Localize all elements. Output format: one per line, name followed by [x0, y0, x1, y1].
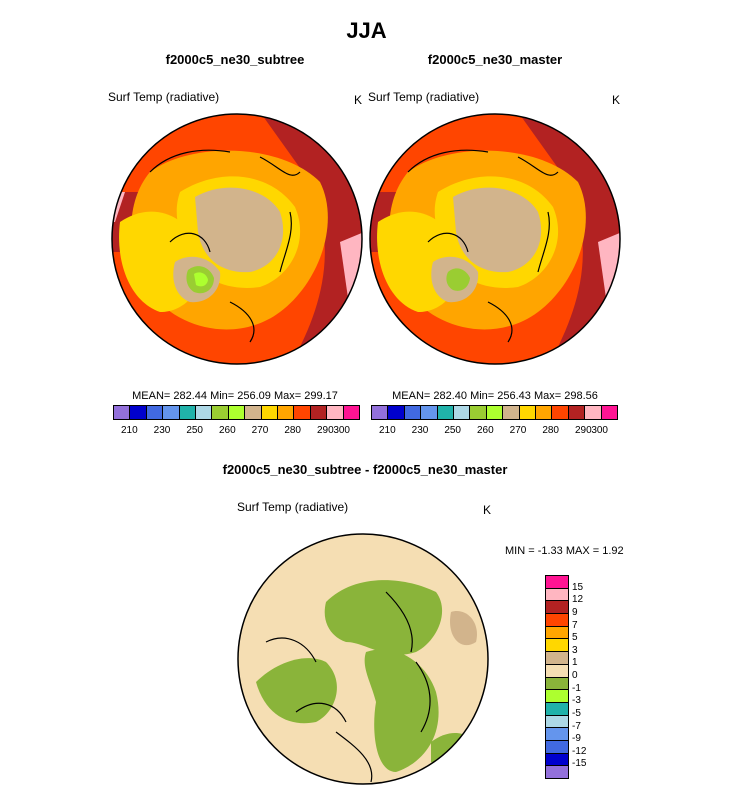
colorbar-tick-label: -1 [572, 682, 581, 694]
colorbar-cell [179, 406, 197, 419]
colorbar-cell [294, 406, 311, 419]
colorbar-tick-label: 260 [218, 425, 236, 436]
stats-diff: MIN = -1.33 MAX = 1.92 [505, 545, 624, 557]
colorbar-cell [546, 601, 568, 615]
colorbar-cell [546, 690, 568, 703]
units-label-subtree: K [354, 93, 363, 107]
colorbar-tick-label: 270 [509, 425, 527, 436]
colorbar-cell [388, 406, 405, 419]
colorbar-ticks-master: 210 230 250 260 270 280 290 300 [371, 425, 616, 439]
colorbar-tick-label: 250 [186, 425, 203, 436]
stats-subtree: MEAN= 282.44 Min= 256.09 Max= 299.17 [132, 390, 338, 402]
colorbar-cell [546, 664, 568, 678]
polar-map-diff [237, 533, 489, 785]
units-label-master: K [612, 93, 621, 107]
colorbar-cell [546, 588, 568, 602]
colorbar-cell [568, 406, 586, 419]
variable-label-subtree: Surf Temp (radiative) [108, 90, 220, 104]
colorbar-cell [404, 406, 422, 419]
colorbar-cell [536, 406, 553, 419]
colorbar-tick-label: -12 [572, 745, 587, 757]
panel-title-master: f2000c5_ne30_master [427, 52, 563, 67]
colorbar-cell [163, 406, 180, 419]
colorbar-tick-label: -3 [572, 695, 581, 707]
stats-master: MEAN= 282.40 Min= 256.43 Max= 298.56 [392, 390, 598, 402]
colorbar-master [371, 405, 618, 420]
colorbar-tick-label: 300 [591, 425, 608, 436]
colorbar-cell [114, 406, 131, 419]
variable-label-master: Surf Temp (radiative) [368, 90, 480, 104]
colorbar-tick-label: 5 [572, 632, 578, 644]
colorbar-cell [546, 677, 568, 691]
colorbar-tick-label: 230 [153, 425, 171, 436]
colorbar-tick-label: -15 [572, 758, 587, 770]
colorbar-cell [212, 406, 229, 419]
colorbar-tick-label: 12 [572, 594, 584, 606]
colorbar-tick-label: 9 [572, 606, 578, 618]
colorbar-cell [421, 406, 438, 419]
colorbar-tick-label: 290 [574, 425, 592, 436]
colorbar-tick-label: 210 [120, 425, 138, 436]
colorbar-cell [196, 406, 213, 419]
colorbar-tick-label: 7 [572, 619, 578, 631]
colorbar-diff [545, 575, 569, 779]
colorbar-cell [546, 576, 568, 589]
colorbar-cell [310, 406, 328, 419]
colorbar-tick-label: 1 [572, 657, 578, 669]
colorbar-cell [546, 639, 568, 653]
colorbar-tick-label: 300 [333, 425, 350, 436]
colorbar-ticks-subtree: 210 230 250 260 270 280 290 300 [113, 425, 358, 439]
colorbar-cell [546, 626, 568, 640]
colorbar-tick-label: 270 [251, 425, 269, 436]
units-label-diff: K [483, 503, 492, 517]
colorbar-ticks-diff: 15 12 9 7 5 3 1 0 -1 -3 -5 -7 -9 -12 -15 [572, 575, 612, 777]
colorbar-cell [372, 406, 389, 419]
colorbar-cell [519, 406, 537, 419]
colorbar-tick-label: 3 [572, 644, 578, 656]
colorbar-cell [546, 753, 568, 767]
page-title: JJA [346, 18, 387, 43]
colorbar-cell [546, 715, 568, 729]
colorbar-cell [585, 406, 602, 419]
colorbar-tick-label: 210 [378, 425, 396, 436]
colorbar-cell [454, 406, 471, 419]
colorbar-subtree [113, 405, 360, 420]
colorbar-tick-label: 260 [476, 425, 494, 436]
colorbar-cell [130, 406, 147, 419]
colorbar-tick-label: 15 [572, 581, 584, 593]
panel-title-diff: f2000c5_ne30_subtree - f2000c5_ne30_mast… [222, 462, 508, 477]
colorbar-cell [278, 406, 295, 419]
panel-title-subtree: f2000c5_ne30_subtree [165, 52, 305, 67]
colorbar-cell [546, 766, 568, 778]
colorbar-cell [261, 406, 279, 419]
colorbar-tick-label: -7 [572, 720, 581, 732]
variable-label-diff: Surf Temp (radiative) [237, 500, 349, 514]
colorbar-tick-label: 280 [542, 425, 559, 436]
colorbar-tick-label: 280 [284, 425, 301, 436]
colorbar-tick-label: 250 [444, 425, 461, 436]
colorbar-cell [245, 406, 262, 419]
colorbar-tick-label: 290 [316, 425, 334, 436]
colorbar-cell [327, 406, 344, 419]
colorbar-cell [546, 728, 568, 741]
polar-map-subtree [111, 113, 363, 365]
colorbar-cell [343, 406, 360, 419]
colorbar-cell [146, 406, 164, 419]
colorbar-cell [546, 614, 568, 627]
colorbar-cell [546, 652, 568, 665]
colorbar-cell [437, 406, 455, 419]
colorbar-cell [228, 406, 246, 419]
colorbar-tick-label: 230 [411, 425, 429, 436]
colorbar-cell [470, 406, 487, 419]
colorbar-tick-label: -9 [572, 733, 581, 745]
colorbar-tick-label: 0 [572, 670, 578, 681]
colorbar-cell [546, 702, 568, 716]
colorbar-cell [552, 406, 569, 419]
colorbar-cell [486, 406, 504, 419]
colorbar-tick-label: -5 [572, 707, 581, 719]
colorbar-cell [546, 740, 568, 754]
colorbar-cell [601, 406, 618, 419]
colorbar-cell [503, 406, 520, 419]
polar-map-master [369, 113, 621, 365]
